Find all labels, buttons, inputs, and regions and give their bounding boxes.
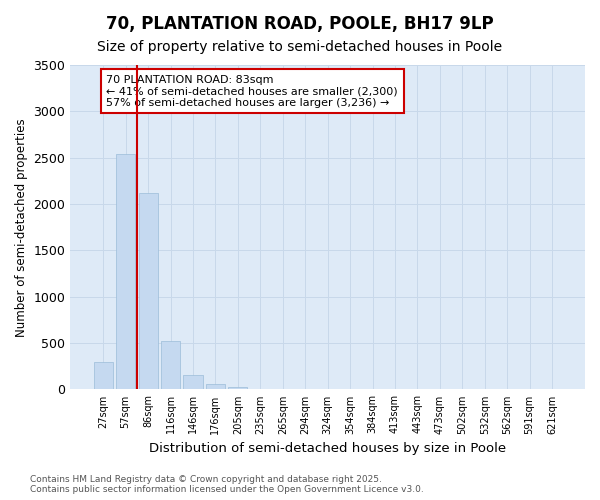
Bar <box>229 387 247 390</box>
Text: Contains public sector information licensed under the Open Government Licence v3: Contains public sector information licen… <box>30 486 424 494</box>
Text: Size of property relative to semi-detached houses in Poole: Size of property relative to semi-detach… <box>97 40 503 54</box>
Text: 70 PLANTATION ROAD: 83sqm
← 41% of semi-detached houses are smaller (2,300)
57% : 70 PLANTATION ROAD: 83sqm ← 41% of semi-… <box>106 74 398 108</box>
X-axis label: Distribution of semi-detached houses by size in Poole: Distribution of semi-detached houses by … <box>149 442 506 455</box>
Bar <box>184 375 203 390</box>
Text: 70, PLANTATION ROAD, POOLE, BH17 9LP: 70, PLANTATION ROAD, POOLE, BH17 9LP <box>106 15 494 33</box>
Bar <box>94 362 113 390</box>
Y-axis label: Number of semi-detached properties: Number of semi-detached properties <box>15 118 28 336</box>
Bar <box>116 154 135 390</box>
Bar <box>161 341 180 390</box>
Bar <box>139 193 158 390</box>
Text: Contains HM Land Registry data © Crown copyright and database right 2025.: Contains HM Land Registry data © Crown c… <box>30 476 382 484</box>
Bar <box>206 384 225 390</box>
